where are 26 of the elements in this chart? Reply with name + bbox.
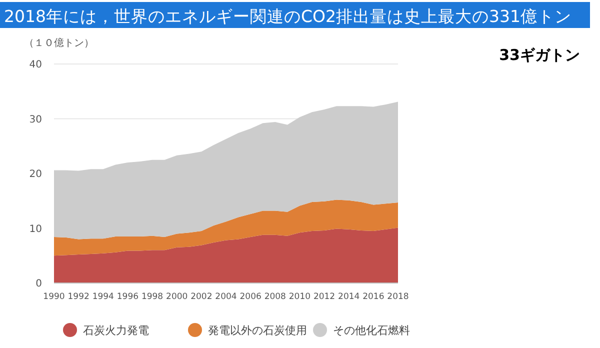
- y-tick-label: 10: [29, 224, 42, 235]
- y-tick-label: 40: [29, 60, 42, 70]
- x-tick-label: 2014: [338, 292, 360, 302]
- x-tick-label: 2016: [362, 292, 384, 302]
- x-tick-label: 1992: [68, 292, 90, 302]
- x-tick-label: 1990: [43, 292, 65, 302]
- x-tick-label: 2008: [264, 292, 286, 302]
- x-tick-label: 2004: [215, 292, 237, 302]
- y-tick-label: 30: [29, 114, 42, 126]
- text: 33ギガトン: [499, 46, 580, 64]
- x-tick-label: 2010: [288, 292, 311, 302]
- x-tick-label: 2000: [166, 292, 188, 302]
- x-tick-label: 2002: [190, 292, 212, 302]
- x-tick-label: 1996: [116, 292, 139, 302]
- legend-label: その他化石燃料: [333, 324, 410, 337]
- y-axis-title: （１０億トン）: [24, 37, 94, 49]
- x-tick-label: 1994: [92, 292, 114, 302]
- legend-label: 発電以外の石炭使用: [208, 324, 307, 337]
- x-tick-label: 2012: [313, 292, 336, 302]
- y-tick-label: 20: [29, 169, 42, 180]
- chart-title: 2018年には，世界のエネルギー関連のCO2排出量は史上最大の331億トン: [4, 7, 572, 26]
- x-tick-label: 2018: [387, 292, 409, 302]
- legend-label: 石炭火力発電: [83, 324, 149, 337]
- x-tick-label: 2006: [240, 292, 262, 302]
- x-tick-label: 1998: [141, 292, 164, 302]
- y-tick-label: 0: [36, 278, 42, 290]
